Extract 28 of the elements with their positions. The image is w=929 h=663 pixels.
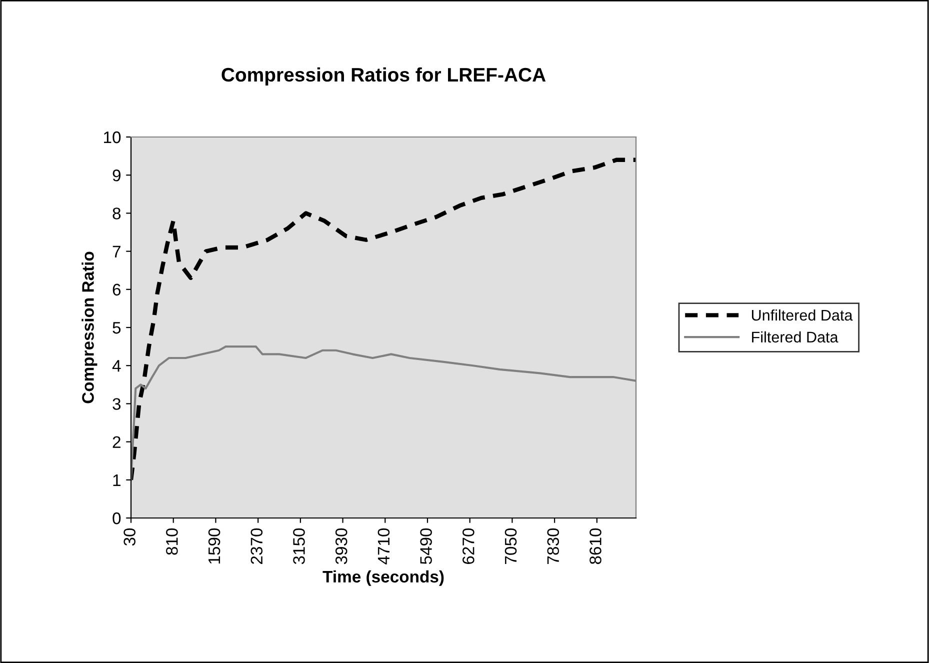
- y-tick-label: 1: [113, 474, 120, 486]
- y-tick-label: 7: [112, 246, 120, 258]
- x-tick-label: 810: [166, 528, 178, 555]
- x-tick-label: 7830: [547, 528, 560, 564]
- y-tick-label: 6: [112, 284, 121, 296]
- chart-title: Compression Ratios for LREF-ACA: [222, 67, 546, 86]
- x-tick-label: 5490: [420, 528, 432, 564]
- y-tick-label: 4: [112, 360, 121, 372]
- x-tick-label: 4710: [378, 528, 390, 564]
- legend-label: Unfiltered Data: [752, 309, 853, 321]
- y-tick-label: 10: [104, 131, 121, 144]
- y-tick-label: 8: [112, 208, 121, 220]
- y-tick-label: 3: [112, 398, 121, 410]
- y-tick-label: 2: [112, 436, 120, 448]
- x-tick-label: 8610: [590, 528, 602, 564]
- legend-label: Filtered Data: [752, 331, 838, 343]
- y-axis-title: Compression Ratio: [82, 252, 98, 404]
- x-tick-label: 6270: [462, 528, 474, 564]
- x-tick-label: 3930: [335, 528, 348, 564]
- x-tick-label: 7050: [504, 528, 517, 564]
- y-tick-label: 0: [112, 512, 121, 524]
- x-tick-label: 30: [124, 528, 136, 546]
- x-tick-label: 2370: [250, 528, 263, 564]
- x-tick-label: 3150: [293, 528, 305, 564]
- y-tick-label: 9: [112, 170, 120, 182]
- x-axis-title: Time (seconds): [322, 570, 444, 586]
- x-tick-label: 1590: [208, 528, 220, 564]
- y-tick-label: 5: [112, 322, 121, 334]
